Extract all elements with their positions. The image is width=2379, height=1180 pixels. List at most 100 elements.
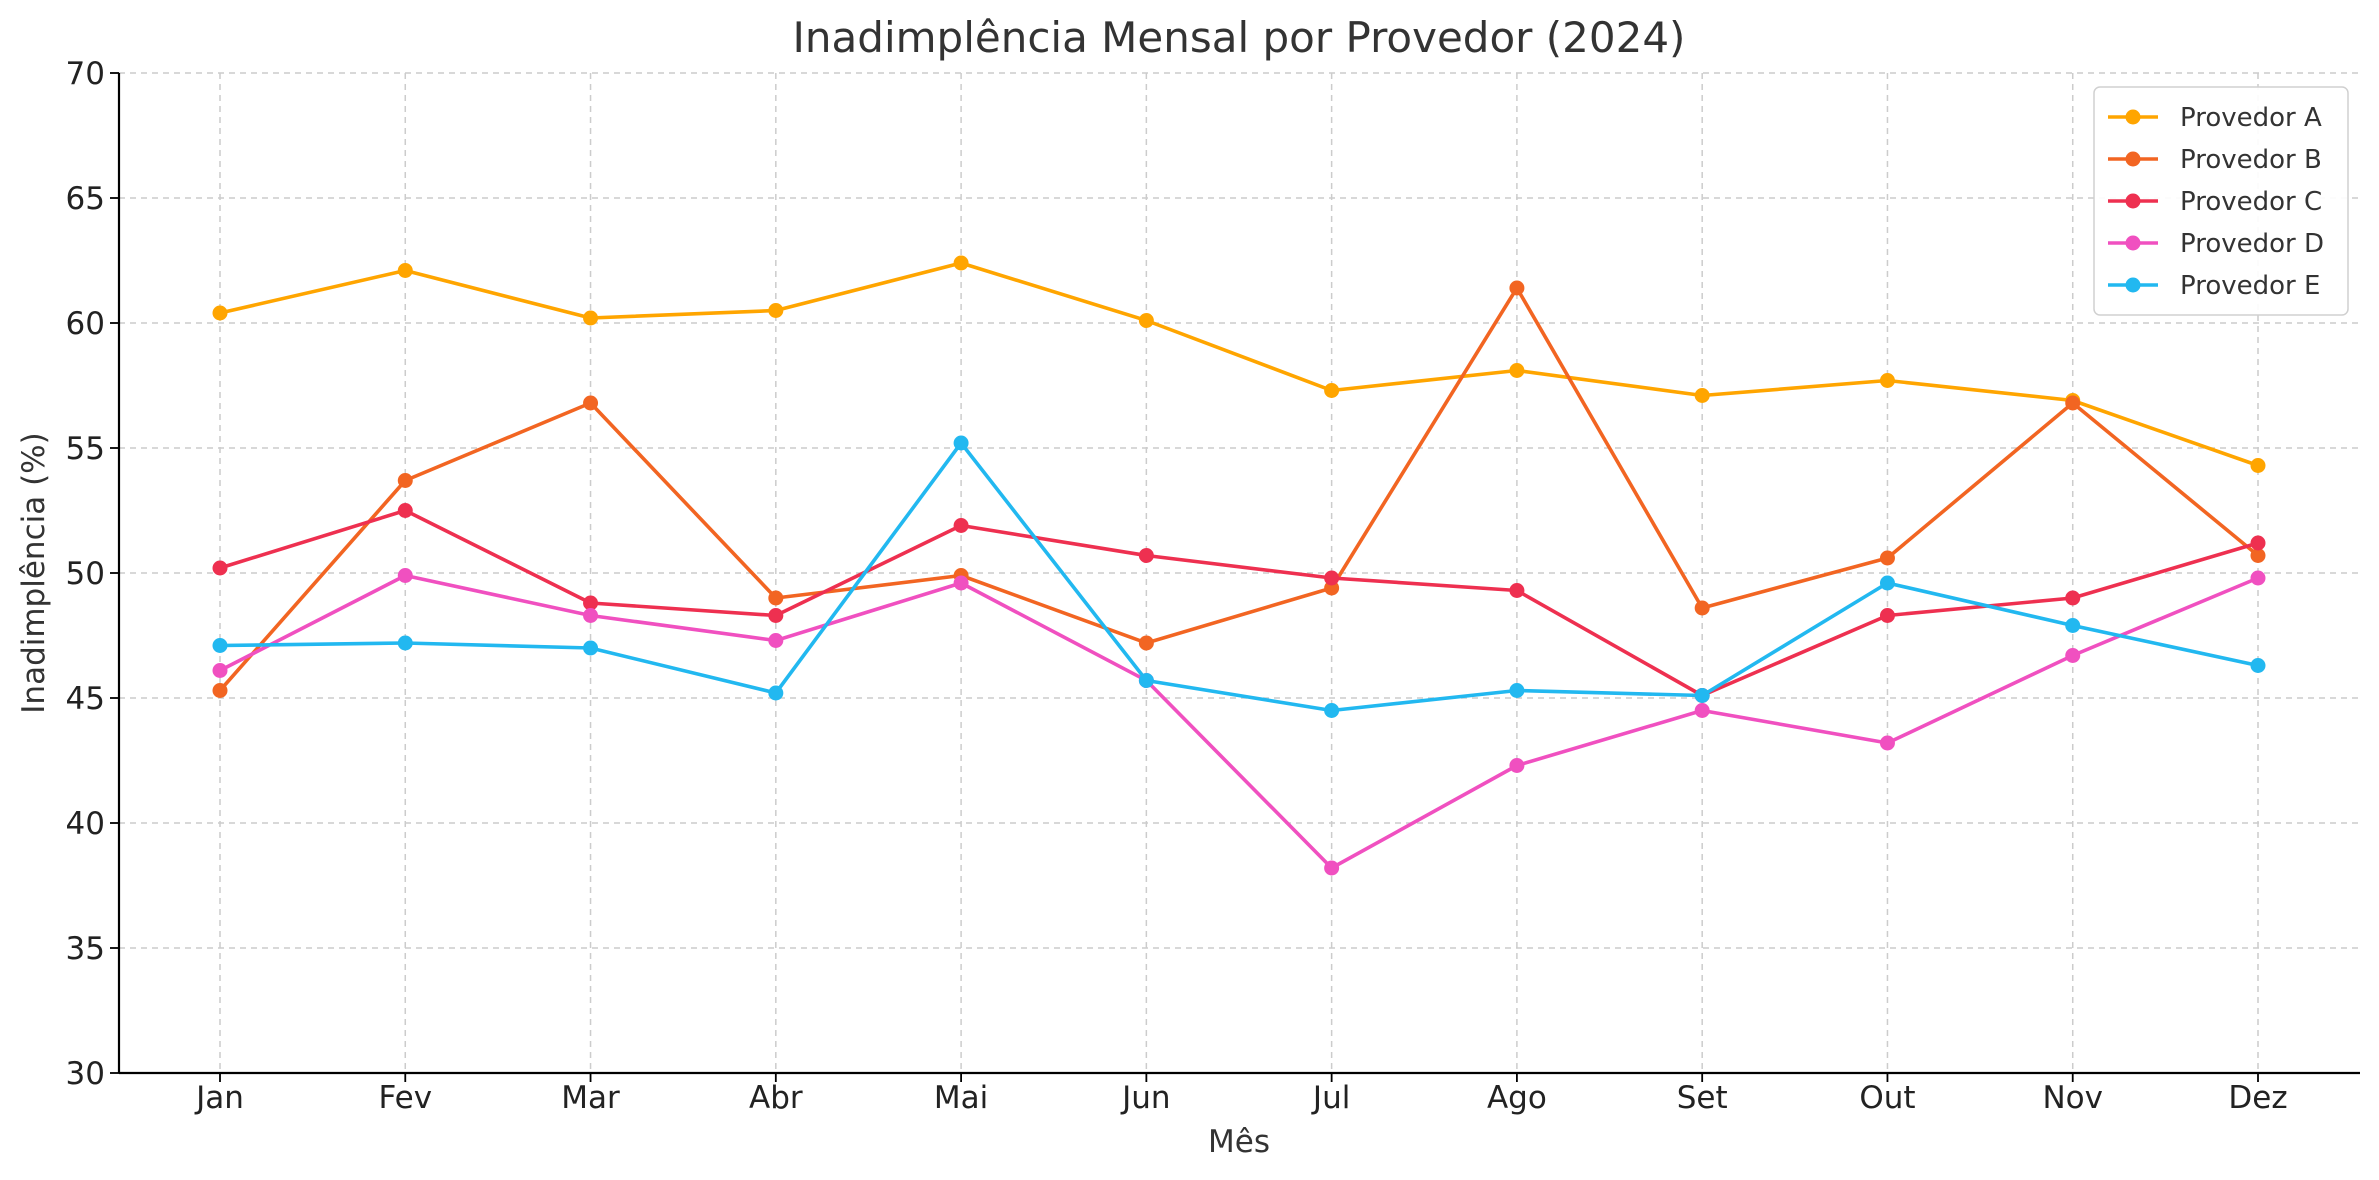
y-tick-label: 70: [66, 56, 105, 92]
y-tick-label: 60: [66, 306, 105, 342]
series-provedor-a: [212, 255, 2266, 473]
data-point-provedor-c: [2250, 535, 2266, 551]
y-tick-label: 55: [66, 431, 105, 467]
x-tick-label: Mar: [561, 1080, 620, 1116]
x-tick-label: Nov: [2042, 1080, 2103, 1116]
series-provedor-d: [212, 568, 2266, 876]
legend-swatch-marker: [2125, 109, 2141, 125]
series-line-provedor-d: [218, 573, 2260, 870]
data-point-provedor-d: [2065, 648, 2081, 663]
data-point-provedor-b: [768, 590, 784, 606]
data-point-provedor-e: [397, 635, 413, 651]
data-point-provedor-d: [953, 575, 969, 591]
data-point-provedor-b: [1694, 600, 1710, 616]
x-tick-label: Abr: [749, 1080, 803, 1116]
data-point-provedor-c: [583, 595, 599, 611]
data-point-provedor-a: [2250, 458, 2266, 473]
data-point-provedor-e: [1324, 703, 1340, 718]
data-point-provedor-c: [397, 503, 413, 518]
data-point-provedor-c: [2065, 590, 2081, 606]
data-point-provedor-a: [953, 255, 969, 271]
data-point-provedor-a: [397, 263, 413, 278]
series-line-provedor-a: [218, 261, 2260, 468]
x-tick-label: Jun: [1120, 1080, 1170, 1116]
x-tick-label: Out: [1859, 1080, 1915, 1116]
legend-item-provedor-a: Provedor A: [2108, 103, 2322, 133]
data-point-provedor-e: [953, 435, 969, 451]
data-point-provedor-d: [397, 568, 413, 583]
data-point-provedor-e: [583, 640, 599, 656]
tick-labels: 30 35 40 45 50 55 60 65 70 Jan Fev Mar Abr Mai Jun Jul A…: [66, 56, 2288, 1116]
y-axis-label: Inadimplência (%): [16, 432, 52, 713]
y-tick-label: 30: [66, 1056, 105, 1092]
x-axis-label: Mês: [1208, 1124, 1270, 1160]
data-point-provedor-d: [583, 608, 599, 623]
data-point-provedor-c: [1509, 583, 1525, 598]
data-point-provedor-c: [1138, 548, 1154, 563]
legend-swatch-marker: [2125, 193, 2141, 209]
legend-box: [2093, 86, 2349, 316]
data-point-provedor-a: [1509, 363, 1525, 378]
x-tick-label: Ago: [1487, 1080, 1547, 1116]
data-point-provedor-b: [1879, 550, 1895, 566]
data-point-provedor-b: [397, 473, 413, 488]
data-point-provedor-d: [768, 633, 784, 648]
legend-label: Provedor C: [2180, 187, 2322, 217]
data-point-provedor-d: [1694, 703, 1710, 718]
data-point-provedor-b: [1138, 635, 1154, 651]
series-provedor-e: [212, 435, 2266, 718]
legend-item-provedor-d: Provedor D: [2108, 229, 2324, 259]
data-point-provedor-c: [768, 608, 784, 623]
data-point-provedor-b: [2250, 548, 2266, 563]
data-point-provedor-b: [2065, 395, 2081, 411]
x-tick-label: Dez: [2228, 1080, 2287, 1116]
x-tick-label: Set: [1677, 1080, 1728, 1116]
data-point-provedor-d: [212, 663, 228, 678]
data-point-provedor-b: [1509, 280, 1525, 296]
chart-title: Inadimplência Mensal por Provedor (2024): [793, 13, 1686, 62]
data-point-provedor-e: [768, 685, 784, 701]
data-point-provedor-c: [953, 518, 969, 533]
data-point-provedor-a: [1138, 313, 1154, 328]
data-point-provedor-d: [1879, 735, 1895, 751]
series-group: [212, 255, 2266, 876]
legend-swatch-marker: [2125, 235, 2141, 251]
data-point-provedor-e: [2250, 658, 2266, 673]
data-point-provedor-a: [1694, 388, 1710, 403]
data-point-provedor-a: [212, 305, 228, 321]
data-point-provedor-c: [212, 560, 228, 576]
data-point-provedor-a: [768, 303, 784, 318]
series-line-provedor-b: [218, 286, 2260, 693]
y-tick-label: 50: [66, 556, 105, 592]
data-point-provedor-a: [583, 310, 599, 326]
legend-item-provedor-b: Provedor B: [2108, 145, 2322, 175]
data-point-provedor-e: [2065, 618, 2081, 633]
data-point-provedor-c: [1879, 608, 1895, 623]
x-tick-label: Jul: [1311, 1080, 1350, 1116]
legend: Provedor A Provedor B Provedor C Provedor D…: [2093, 86, 2349, 316]
series-provedor-c: [212, 503, 2266, 703]
data-point-provedor-e: [1138, 673, 1154, 688]
data-point-provedor-d: [1509, 758, 1525, 773]
data-point-provedor-e: [212, 638, 228, 653]
data-point-provedor-e: [1509, 683, 1525, 698]
legend-item-provedor-e: Provedor E: [2108, 271, 2320, 301]
grid: [119, 72, 2360, 1073]
data-point-provedor-c: [1324, 570, 1340, 586]
axes: [110, 72, 2360, 1082]
legend-swatch-marker: [2125, 151, 2141, 167]
series-line-provedor-e: [218, 441, 2260, 713]
legend-item-provedor-c: Provedor C: [2108, 187, 2322, 217]
data-point-provedor-b: [583, 395, 599, 411]
legend-label: Provedor A: [2180, 103, 2322, 133]
x-tick-label: Mai: [934, 1080, 988, 1116]
y-tick-label: 40: [66, 806, 105, 842]
legend-label: Provedor B: [2180, 145, 2322, 175]
data-point-provedor-a: [1324, 383, 1340, 398]
x-tick-label: Fev: [378, 1080, 432, 1116]
data-point-provedor-d: [2250, 570, 2266, 586]
legend-label: Provedor D: [2180, 229, 2324, 259]
data-point-provedor-b: [212, 683, 228, 698]
